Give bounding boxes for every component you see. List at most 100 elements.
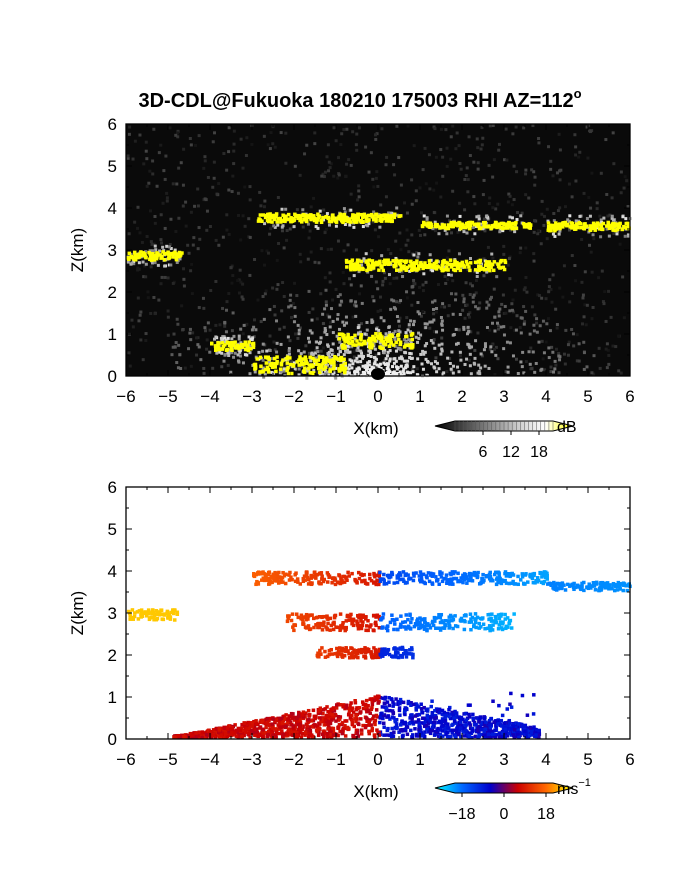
- noise-cell: [232, 162, 236, 166]
- layer-cell: [605, 224, 609, 228]
- velocity-cell: [312, 625, 316, 630]
- velocity-cell: [280, 729, 284, 733]
- velocity-cell: [468, 612, 473, 616]
- noise-cell: [171, 182, 175, 186]
- noise-cell: [558, 148, 562, 152]
- signal-cell: [348, 358, 352, 362]
- velocity-cell: [499, 581, 504, 586]
- velocity-cell: [479, 581, 483, 586]
- signal-cell: [334, 224, 338, 228]
- layer-cell: [588, 228, 593, 232]
- signal-cell: [404, 366, 408, 370]
- velocity-cell: [536, 578, 541, 583]
- layer-cell: [299, 359, 304, 364]
- signal-cell: [272, 224, 276, 228]
- noise-cell: [313, 131, 317, 135]
- signal-cell: [348, 363, 352, 367]
- noise-cell: [608, 213, 612, 217]
- layer-cell: [442, 223, 447, 227]
- velocity-cell: [149, 615, 153, 620]
- signal-cell: [422, 214, 426, 218]
- noise-cell: [546, 317, 550, 321]
- velocity-cell: [368, 576, 372, 581]
- velocity-cell: [414, 702, 418, 706]
- signal-cell: [429, 362, 433, 366]
- velocity-cell: [161, 612, 166, 616]
- layer-cell: [235, 343, 240, 348]
- velocity-cell: [272, 576, 276, 580]
- signal-cell: [422, 352, 426, 356]
- layer-cell: [355, 260, 360, 265]
- velocity-cell: [152, 617, 156, 622]
- signal-cell: [364, 368, 368, 372]
- noise-cell: [344, 174, 348, 178]
- noise-cell: [552, 212, 556, 216]
- noise-cell: [524, 168, 528, 172]
- signal-cell: [222, 359, 226, 363]
- signal-cell: [398, 356, 402, 360]
- noise-cell: [223, 324, 227, 328]
- layer-cell: [626, 223, 631, 227]
- noise-cell: [164, 154, 168, 158]
- noise-cell: [469, 330, 473, 334]
- layer-cell: [382, 262, 387, 267]
- velocity-cell: [157, 613, 162, 617]
- signal-cell: [404, 331, 408, 335]
- velocity-cell: [439, 575, 444, 579]
- noise-cell: [572, 344, 576, 348]
- velocity-cell: [411, 571, 416, 576]
- noise-cell: [432, 330, 436, 334]
- noise-cell: [127, 351, 131, 355]
- signal-cell: [365, 320, 369, 324]
- noise-cell: [443, 305, 447, 309]
- layer-cell: [349, 267, 353, 272]
- noise-cell: [406, 124, 410, 128]
- velocity-cell: [464, 577, 469, 581]
- noise-cell: [175, 317, 179, 321]
- signal-cell: [435, 307, 439, 311]
- noise-cell: [481, 136, 485, 140]
- velocity-cell: [404, 648, 408, 653]
- velocity-cell: [409, 652, 414, 656]
- layer-cell: [478, 265, 483, 269]
- noise-cell: [434, 356, 438, 360]
- layer-cell: [171, 255, 175, 259]
- signal-cell: [456, 365, 460, 369]
- velocity-cell: [287, 578, 292, 582]
- velocity-cell: [408, 576, 413, 581]
- signal-cell: [433, 360, 437, 364]
- layer-cell: [227, 343, 232, 348]
- signal-cell: [520, 365, 524, 369]
- signal-cell: [230, 337, 234, 341]
- layer-cell: [548, 226, 553, 230]
- velocity-cell: [299, 613, 304, 617]
- layer-cell: [455, 263, 460, 268]
- x-axis-label: X(km): [353, 419, 398, 438]
- noise-cell: [470, 284, 474, 288]
- signal-cell: [178, 353, 182, 357]
- signal-cell: [531, 350, 535, 354]
- noise-cell: [563, 362, 567, 366]
- noise-cell: [548, 278, 552, 282]
- layer-cell: [321, 359, 326, 364]
- layer-cell: [405, 259, 409, 263]
- signal-cell: [440, 372, 444, 376]
- velocity-cell: [402, 625, 407, 629]
- velocity-cell: [356, 655, 360, 660]
- velocity-cell: [386, 726, 390, 731]
- layer-cell: [177, 250, 182, 255]
- signal-cell: [232, 355, 236, 359]
- velocity-cell: [417, 727, 421, 732]
- layer-cell: [419, 261, 423, 265]
- velocity-cell: [457, 579, 461, 583]
- signal-cell: [354, 300, 358, 304]
- velocity-cell: [489, 616, 493, 621]
- noise-cell: [612, 162, 616, 166]
- signal-cell: [403, 350, 407, 354]
- velocity-cell: [452, 576, 456, 581]
- signal-cell: [318, 209, 322, 213]
- velocity-cell: [580, 584, 584, 589]
- velocity-cell: [360, 623, 365, 628]
- velocity-cell: [404, 651, 409, 656]
- layer-cell: [267, 217, 272, 222]
